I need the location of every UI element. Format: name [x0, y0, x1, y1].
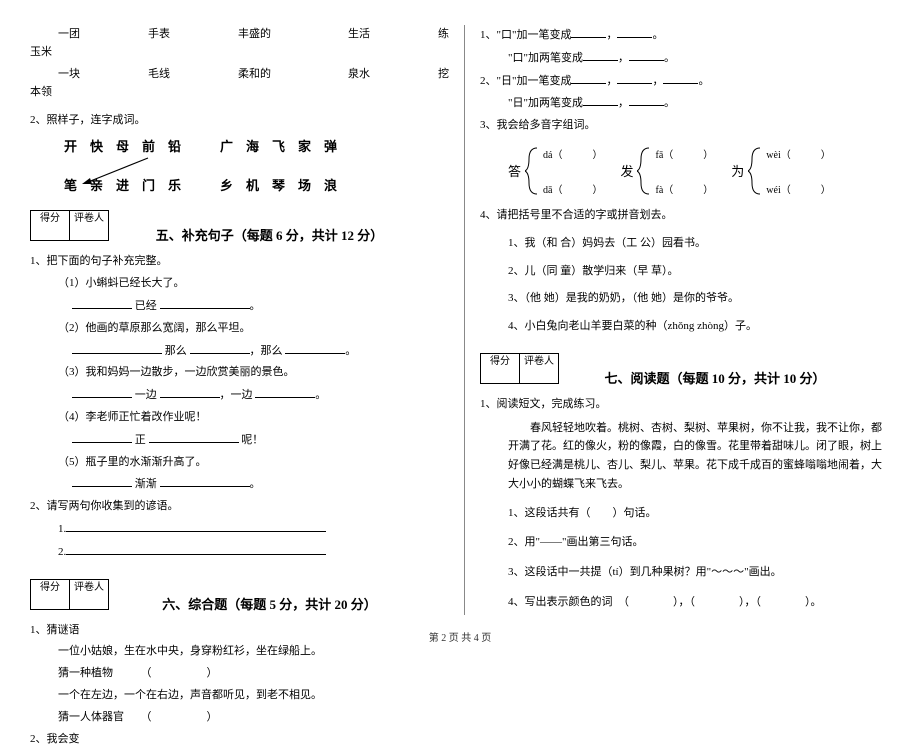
- word-row-2: 一块毛线柔和的泉水挖: [30, 65, 449, 81]
- s5-q2b: 2.: [30, 542, 449, 563]
- s5-i3: （3）我和妈妈一边散步，一边欣赏美丽的景色。: [30, 363, 449, 383]
- char-top: 开快母前铅 广海飞家弹: [30, 136, 449, 155]
- r-q1b: "口"加两笔变成，。: [480, 48, 890, 69]
- s5-q1: 1、把下面的句子补充完整。: [30, 252, 449, 272]
- s7-a1: 1、这段话共有（ ）句话。: [480, 504, 890, 524]
- s5-i4: （4）李老师正忙着改作业呢！: [30, 408, 449, 428]
- r-q1: 1、"口"加一笔变成，。: [480, 25, 890, 46]
- r-q4: 4、请把括号里不合适的字或拼音划去。: [480, 206, 890, 226]
- s5-i1b: 已经 。: [30, 296, 449, 317]
- r-q4d: 4、小白兔向老山羊要白菜的种（zhǒng zhòng）子。: [480, 317, 890, 337]
- s7-para: 春风轻轻地吹着。桃树、杏树、梨树、苹果树，你不让我，我不让你，都开满了花。红的像…: [480, 419, 890, 494]
- s5-i2b: 那么 ，那么 。: [30, 341, 449, 362]
- s6-l2b: 猜一人体器官 （ ）: [30, 708, 449, 728]
- brace-icon: [525, 146, 541, 196]
- r-q4a: 1、我（和 合）妈妈去（工 公）园看书。: [480, 234, 890, 254]
- s6-l2: 一个在左边，一个在右边，声音都听见，到老不相见。: [30, 686, 449, 706]
- q2-label: 2、照样子，连字成词。: [30, 111, 449, 131]
- s7-a3: 3、这段话中一共提（tí）到几种果树？用"～～～"画出。: [480, 563, 890, 583]
- s5-i3b: 一边 ，一边 。: [30, 385, 449, 406]
- page-footer: 第 2 页 共 4 页: [0, 629, 920, 644]
- word-2b: 本领: [30, 83, 449, 103]
- s5-q2a: 1.: [30, 519, 449, 540]
- duyin-row: 答 dá（ ）dā（ ） 发 fā（ ）fà（ ） 为 wèi（ ）wéi（ ）: [480, 146, 890, 196]
- s7-q1: 1、阅读短文，完成练习。: [480, 395, 890, 415]
- s6-q2: 2、我会变: [30, 730, 449, 749]
- brace-icon: [637, 146, 653, 196]
- brace-icon: [748, 146, 764, 196]
- word-1b: 玉米: [30, 43, 449, 63]
- r-q3: 3、我会给多音字组词。: [480, 116, 890, 136]
- r-q2: 2、"日"加一笔变成，，。: [480, 71, 890, 92]
- s5-i5b: 渐渐 。: [30, 474, 449, 495]
- word-row-1: 一团手表丰盛的生活练: [30, 25, 449, 41]
- s5-q2: 2、请写两句你收集到的谚语。: [30, 497, 449, 517]
- s5-i1: （1）小蝌蚪已经长大了。: [30, 274, 449, 294]
- s5-i2: （2）他画的草原那么宽阔，那么平坦。: [30, 319, 449, 339]
- s7-a4: 4、写出表示颜色的词 （ ），（ ），（ ）。: [480, 593, 890, 613]
- r-q2b: "日"加两笔变成，。: [480, 93, 890, 114]
- s5-i5: （5）瓶子里的水渐渐升高了。: [30, 453, 449, 473]
- s7-a2: 2、用"——"画出第三句话。: [480, 533, 890, 553]
- s6-l1: 一位小姑娘，生在水中央，身穿粉红衫，坐在绿船上。: [30, 642, 449, 662]
- r-q4c: 3、（他 她）是我的奶奶，（他 她）是你的爷爷。: [480, 289, 890, 309]
- s6-l1b: 猜一种植物 （ ）: [30, 664, 449, 684]
- char-bot: 笔亲进门乐 乡机琴场浪: [30, 175, 449, 194]
- s5-i4b: 正 呢！: [30, 430, 449, 451]
- r-q4b: 2、儿（同 童）散学归来（早 草）。: [480, 262, 890, 282]
